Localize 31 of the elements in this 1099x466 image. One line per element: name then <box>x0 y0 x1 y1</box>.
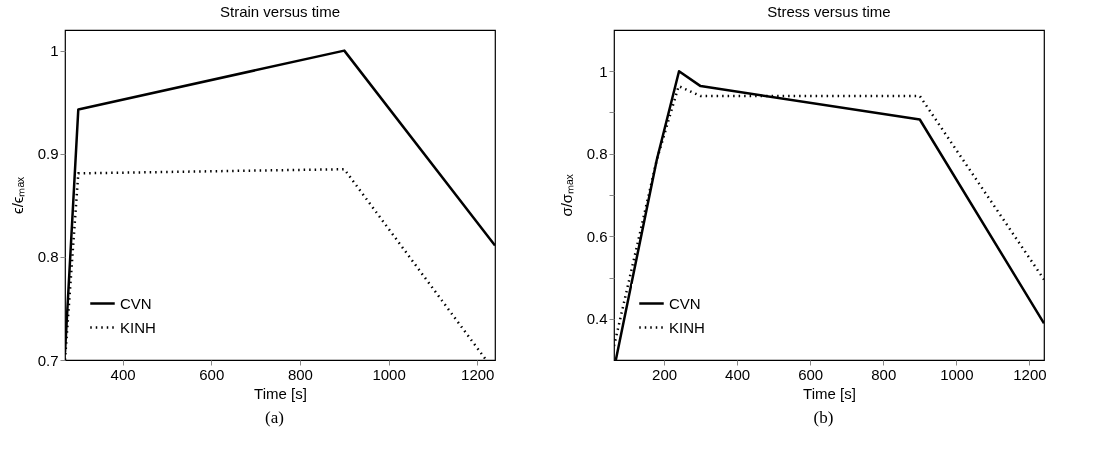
x-tick-label: 400 <box>725 365 751 383</box>
x-axis-title: Time [s] <box>803 384 856 402</box>
y-axis-title: ϵ/ϵₘₐₓ <box>8 176 26 214</box>
legend-label: KINH <box>669 318 705 336</box>
y-tick-label: 0.6 <box>586 227 608 245</box>
text: (b) <box>812 408 835 428</box>
y-tick-label: 1 <box>50 42 59 60</box>
x-tick-label: 1000 <box>940 365 974 383</box>
y-tick-label: 0.4 <box>586 310 608 328</box>
text: (a) <box>264 408 285 428</box>
y-tick-label: 0.8 <box>37 248 59 266</box>
x-tick-label: 200 <box>652 365 678 383</box>
x-tick-label: 800 <box>871 365 897 383</box>
x-axis-title: Time [s] <box>254 384 307 402</box>
chart-title: Strain versus time <box>219 3 341 20</box>
legend-label: CVN <box>120 294 152 312</box>
x-tick-label: 400 <box>110 365 136 383</box>
x-tick-label: 600 <box>798 365 824 383</box>
x-tick-label: 1200 <box>461 365 495 383</box>
y-tick-label: 0.8 <box>586 145 608 163</box>
x-tick-label: 600 <box>199 365 225 383</box>
y-tick-label: 0.7 <box>37 351 59 369</box>
y-axis-title: σ/σₘₐₓ <box>557 174 575 217</box>
x-tick-label: 1000 <box>372 365 406 383</box>
legend-label: KINH <box>120 318 156 336</box>
y-tick-label: 1 <box>599 62 608 80</box>
chart-title: Stress versus time <box>767 3 891 20</box>
y-tick-label: 0.9 <box>37 145 59 163</box>
x-tick-label: 1200 <box>1013 365 1047 383</box>
x-tick-label: 800 <box>287 365 313 383</box>
legend-label: CVN <box>669 294 701 312</box>
